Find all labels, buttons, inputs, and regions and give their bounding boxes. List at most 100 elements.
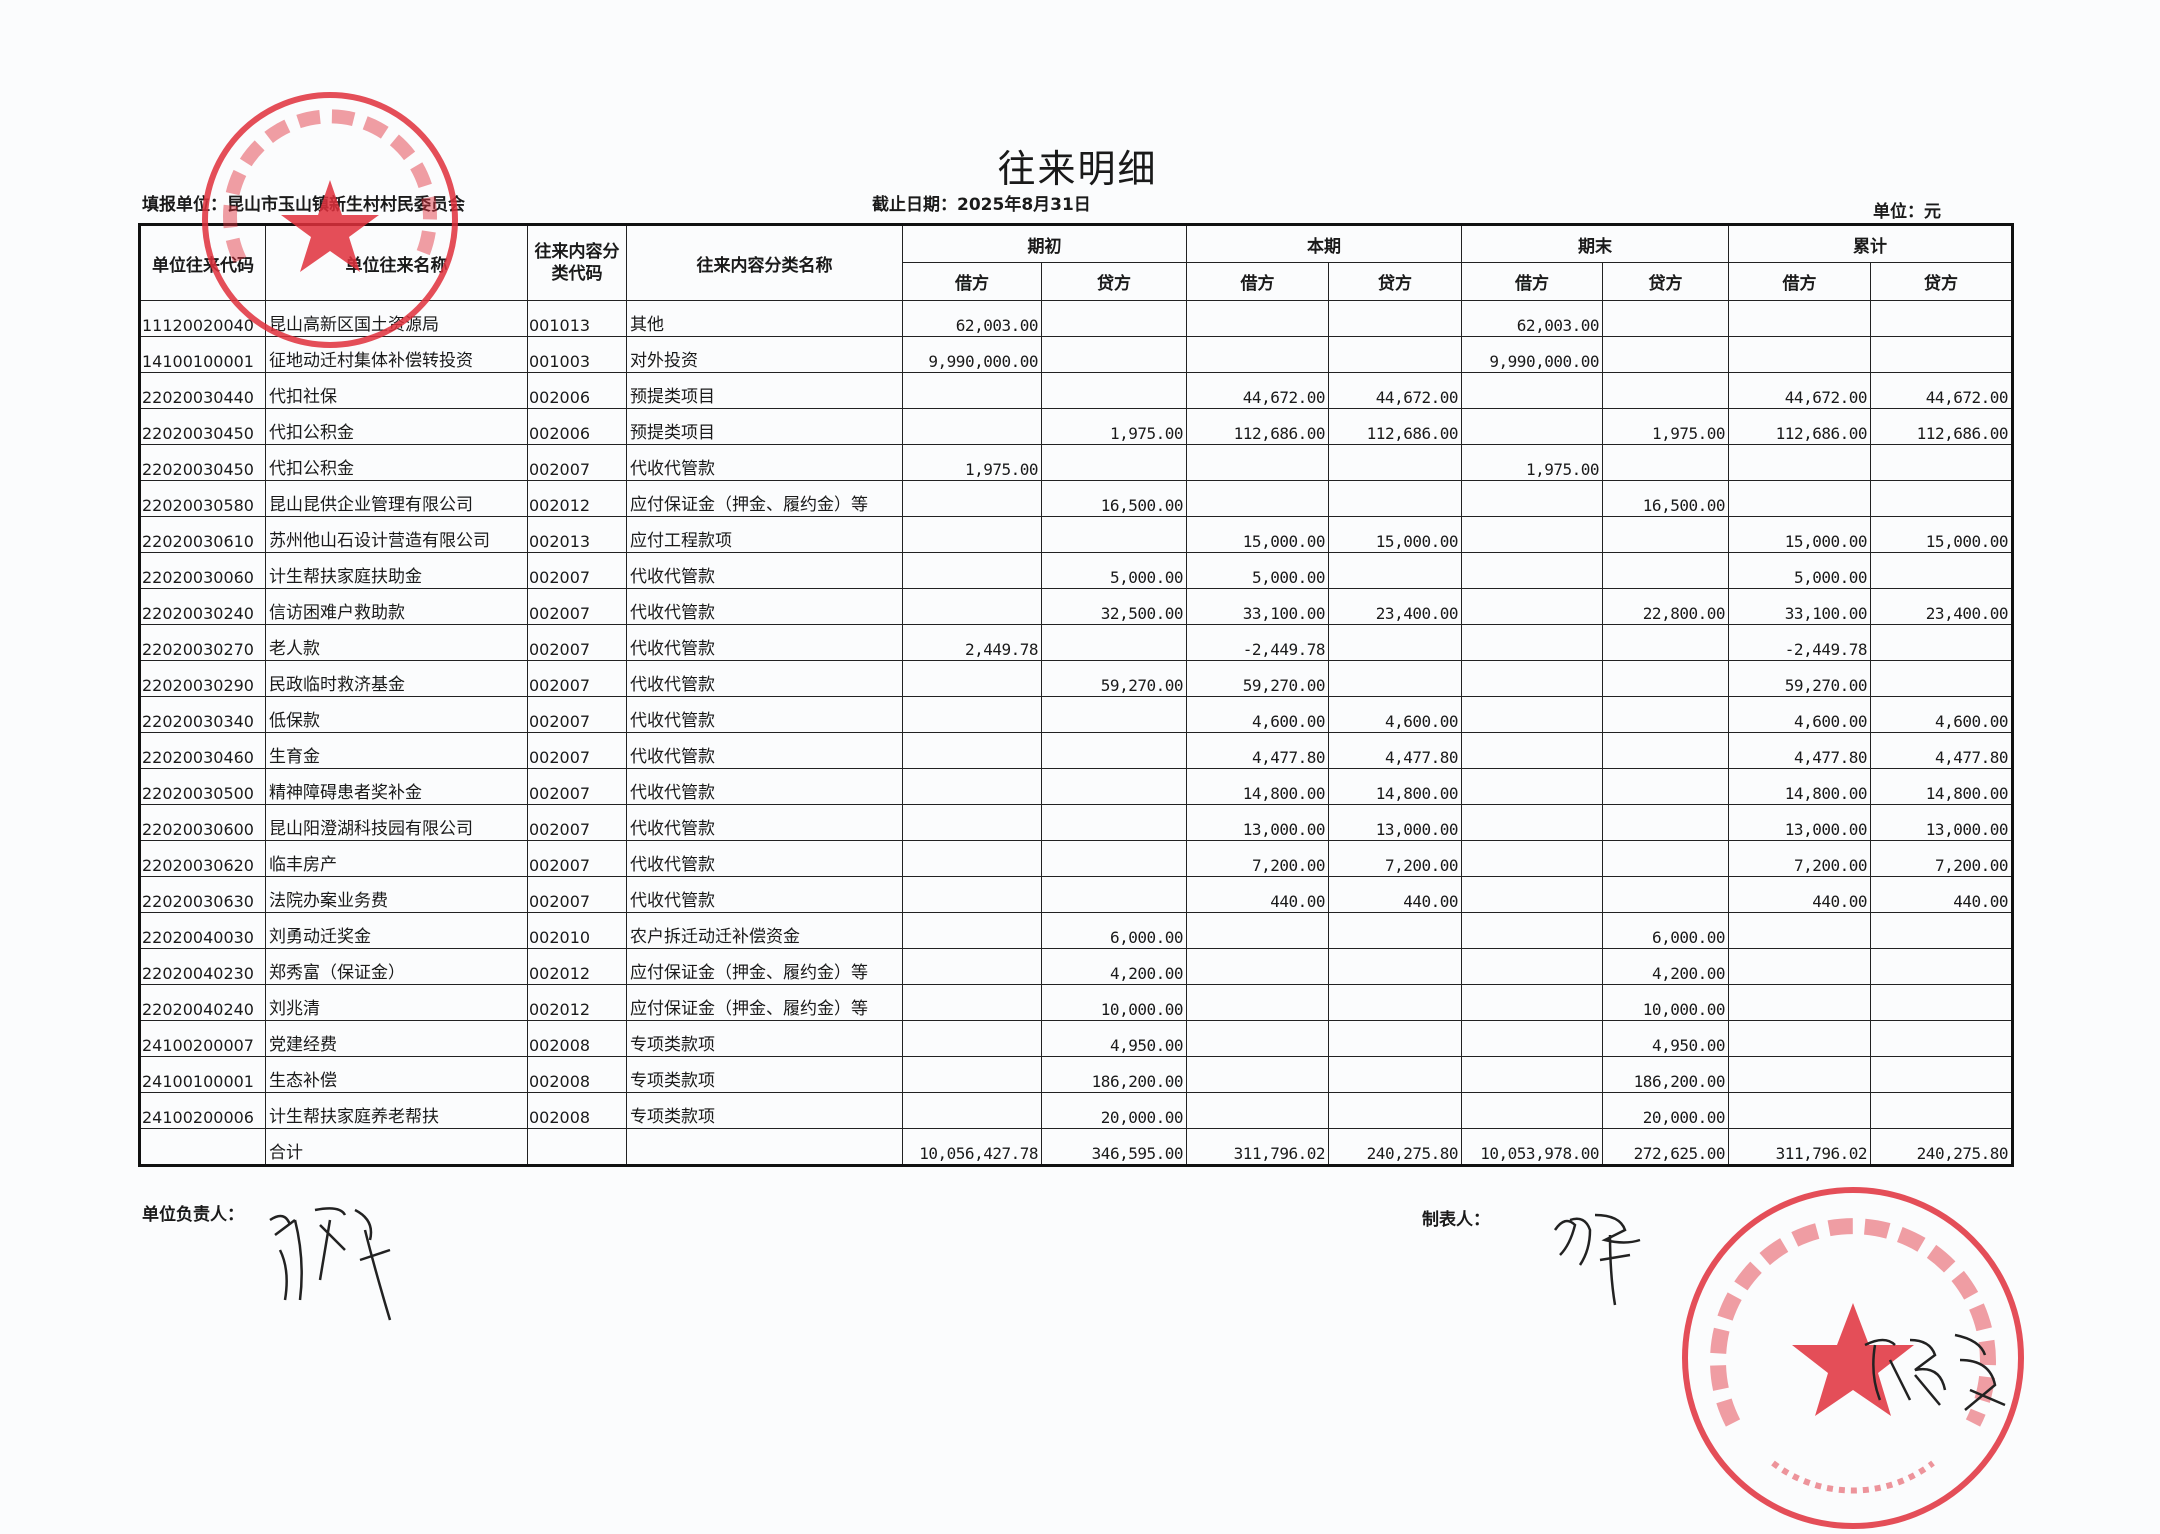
table-row: 22020030460 生育金 002007 代收代管款 4,477.80 4,477.8… (139, 732, 2013, 769)
cell-current-credit: 440.00 (1328, 876, 1462, 913)
cell-cumulative-credit: 440.00 (1870, 876, 2013, 913)
cell-opening-credit (1041, 336, 1187, 373)
cell-current-credit (1328, 444, 1462, 481)
cell-cumulative-credit: 240,275.80 (1870, 1128, 2013, 1166)
cell-code: 22020030450 (139, 408, 266, 445)
cell-cumulative-credit (1870, 1056, 2013, 1093)
supervision-committee-seal (1682, 1187, 2024, 1529)
cell-cumulative-debit (1728, 1020, 1871, 1057)
cell-category-code: 002007 (527, 552, 627, 589)
cell-opening-debit: 1,975.00 (902, 444, 1042, 481)
cell-cumulative-debit: 15,000.00 (1728, 516, 1871, 553)
head-signature (269, 1207, 392, 1321)
header-opening-credit: 贷方 (1041, 262, 1187, 301)
cell-closing-credit: 20,000.00 (1602, 1092, 1729, 1129)
cell-name: 苏州他山石设计营造有限公司 (265, 516, 528, 553)
cell-opening-credit: 4,950.00 (1041, 1020, 1187, 1057)
cell-category-code: 002007 (527, 660, 627, 697)
cell-category-name: 代收代管款 (626, 660, 903, 697)
cell-opening-debit (902, 804, 1042, 841)
cell-category-name: 代收代管款 (626, 552, 903, 589)
cell-code: 22020030610 (139, 516, 266, 553)
header-group-closing: 期末 (1461, 224, 1729, 263)
cell-closing-debit: 10,053,978.00 (1461, 1128, 1603, 1166)
cell-cumulative-debit: 7,200.00 (1728, 840, 1871, 877)
cell-opening-credit: 59,270.00 (1041, 660, 1187, 697)
cell-category-name: 代收代管款 (626, 696, 903, 733)
cell-closing-credit: 1,975.00 (1602, 408, 1729, 445)
cell-category-code: 002007 (527, 732, 627, 769)
cell-opening-debit (902, 912, 1042, 949)
cell-current-credit: 44,672.00 (1328, 372, 1462, 409)
cell-cumulative-credit: 4,600.00 (1870, 696, 2013, 733)
cell-category-name: 代收代管款 (626, 840, 903, 877)
cell-cumulative-debit (1728, 912, 1871, 949)
cell-current-credit: 240,275.80 (1328, 1128, 1462, 1166)
cell-cumulative-credit: 4,477.80 (1870, 732, 2013, 769)
header-opening-debit: 借方 (902, 262, 1042, 301)
cell-cumulative-credit (1870, 1020, 2013, 1057)
cell-opening-credit (1041, 300, 1187, 337)
header-group-opening: 期初 (902, 224, 1187, 263)
cell-current-debit: 112,686.00 (1186, 408, 1329, 445)
cell-closing-credit: 4,200.00 (1602, 948, 1729, 985)
table-row: 22020030060 计生帮扶家庭扶助金 002007 代收代管款 5,000.00 5… (139, 552, 2013, 589)
cell-closing-debit (1461, 1092, 1603, 1129)
cell-category-name: 其他 (626, 300, 903, 337)
cell-cumulative-credit (1870, 480, 2013, 517)
cell-current-debit: 7,200.00 (1186, 840, 1329, 877)
cell-category-code: 002007 (527, 840, 627, 877)
cell-name: 精神障碍患者奖补金 (265, 768, 528, 805)
cell-current-credit (1328, 300, 1462, 337)
cell-category-name: 应付工程款项 (626, 516, 903, 553)
cell-category-code: 002006 (527, 408, 627, 445)
cell-closing-debit (1461, 768, 1603, 805)
cell-current-credit (1328, 1020, 1462, 1057)
table-row: 22020030630 法院办案业务费 002007 代收代管款 440.00 440.0… (139, 876, 2013, 913)
cell-opening-credit: 16,500.00 (1041, 480, 1187, 517)
cell-closing-debit (1461, 732, 1603, 769)
cell-name: 征地动迁村集体补偿转投资 (265, 336, 528, 373)
cell-cumulative-credit: 23,400.00 (1870, 588, 2013, 625)
cell-current-credit: 4,477.80 (1328, 732, 1462, 769)
cell-name: 刘兆清 (265, 984, 528, 1021)
cell-cumulative-debit (1728, 444, 1871, 481)
cell-category-code: 001003 (527, 336, 627, 373)
cell-opening-credit (1041, 516, 1187, 553)
cell-current-debit (1186, 948, 1329, 985)
cell-category-code: 002007 (527, 588, 627, 625)
cell-cumulative-debit: 13,000.00 (1728, 804, 1871, 841)
cell-category-code: 002008 (527, 1092, 627, 1129)
cell-cumulative-debit (1728, 984, 1871, 1021)
cell-cumulative-debit: 440.00 (1728, 876, 1871, 913)
cell-code: 22020030500 (139, 768, 266, 805)
cell-name: 民政临时救济基金 (265, 660, 528, 697)
header-category-code: 往来内容分类代码 (527, 224, 627, 301)
cell-current-debit: 15,000.00 (1186, 516, 1329, 553)
cell-code: 22020030460 (139, 732, 266, 769)
cell-closing-credit: 4,950.00 (1602, 1020, 1729, 1057)
cell-cumulative-debit (1728, 1092, 1871, 1129)
header-category-name: 往来内容分类名称 (626, 224, 903, 301)
cell-category-name: 预提类项目 (626, 372, 903, 409)
cell-current-credit: 14,800.00 (1328, 768, 1462, 805)
cell-opening-debit (902, 1020, 1042, 1057)
cell-opening-credit (1041, 696, 1187, 733)
cell-code: 22020040030 (139, 912, 266, 949)
cell-closing-credit (1602, 516, 1729, 553)
cell-category-name: 代收代管款 (626, 732, 903, 769)
cell-closing-debit (1461, 1020, 1603, 1057)
cell-code: 22020040230 (139, 948, 266, 985)
cell-opening-debit (902, 588, 1042, 625)
cell-category-name: 代收代管款 (626, 588, 903, 625)
cell-closing-credit (1602, 876, 1729, 913)
cell-closing-debit (1461, 1056, 1603, 1093)
cell-current-credit (1328, 1092, 1462, 1129)
cell-cumulative-credit (1870, 300, 2013, 337)
cell-current-credit (1328, 948, 1462, 985)
cell-cumulative-credit (1870, 948, 2013, 985)
cell-opening-debit (902, 552, 1042, 589)
cell-code: 22020030580 (139, 480, 266, 517)
cell-closing-debit (1461, 372, 1603, 409)
cell-current-debit (1186, 444, 1329, 481)
